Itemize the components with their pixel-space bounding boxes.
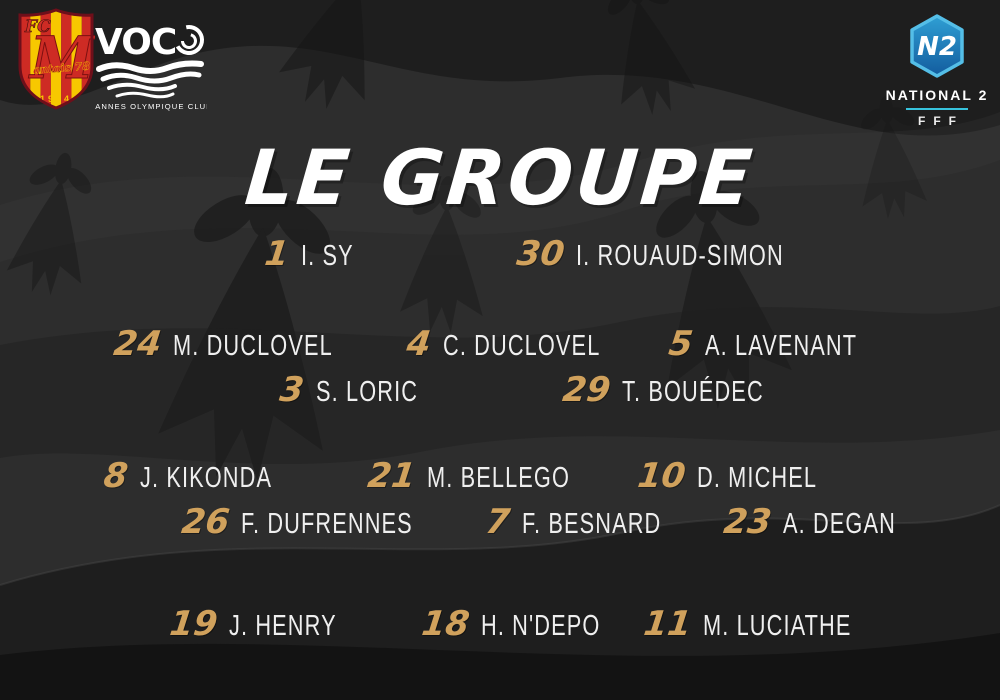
- player-number: 26: [179, 502, 232, 542]
- n2-badge-text: N2: [917, 32, 957, 62]
- player-name: S. LORIC: [315, 376, 418, 408]
- player-entry: 11 M. LUCIATHE: [641, 604, 901, 644]
- player-entry: 10 D. MICHEL: [635, 456, 857, 496]
- player-number: 18: [419, 604, 472, 644]
- player-name: J. KIKONDA: [139, 462, 272, 494]
- voc-acronym: VOC: [95, 22, 176, 63]
- national2-logo: N2 NATIONAL 2 FFF: [878, 14, 996, 128]
- player-entry: 18 H. N'DEPO: [419, 604, 641, 644]
- player-number: 21: [365, 456, 418, 496]
- player-name: A. DEGAN: [783, 508, 897, 540]
- player-number: 4: [404, 324, 434, 364]
- player-entry: 5 A. LAVENANT: [666, 324, 908, 364]
- player-name: A. LAVENANT: [704, 330, 857, 362]
- fc-mantois-crest: M antois 78 FC 1994: [18, 8, 95, 110]
- player-name: I. ROUAUD-SIMON: [576, 240, 785, 272]
- player-entry: 19 J. HENRY: [167, 604, 373, 644]
- player-number: 10: [635, 456, 688, 496]
- player-entry: 24 M. DUCLOVEL: [111, 324, 386, 364]
- mantois-year: 1994: [40, 94, 72, 104]
- mantois-wordmark: antois 78: [32, 60, 90, 77]
- fff-wordmark: FFF: [918, 114, 964, 128]
- player-entry: 4 C. DUCLOVEL: [404, 324, 653, 364]
- player-number: 30: [514, 234, 567, 274]
- player-number: 29: [560, 370, 613, 410]
- player-name: C. DUCLOVEL: [442, 330, 601, 362]
- n2-cyan-divider: [906, 108, 968, 110]
- page-title: LE GROUPE: [241, 132, 759, 222]
- player-entry: 29 T. BOUÉDEC: [560, 370, 811, 410]
- mantois-fc-letters: FC: [24, 17, 51, 37]
- player-entry: 8 J. KIKONDA: [101, 456, 316, 496]
- player-number: 3: [277, 370, 307, 410]
- player-entry: 23 A. DEGAN: [721, 502, 934, 542]
- player-name: J. HENRY: [229, 610, 338, 642]
- player-name: T. BOUÉDEC: [622, 376, 765, 408]
- player-entry: 21 M. BELLEGO: [365, 456, 618, 496]
- player-name: D. MICHEL: [697, 462, 818, 494]
- player-entry: 30 I. ROUAUD-SIMON: [514, 234, 853, 274]
- voc-club-name: VANNES OLYMPIQUE CLUB: [95, 102, 207, 111]
- player-entry: 7 F. BESNARD: [483, 502, 708, 542]
- player-number: 1: [262, 234, 292, 274]
- player-number: 5: [666, 324, 696, 364]
- player-name: M. DUCLOVEL: [173, 330, 334, 362]
- player-name: M. BELLEGO: [427, 462, 571, 494]
- voc-waves-icon: [96, 60, 204, 99]
- national2-wordmark: NATIONAL 2: [885, 87, 989, 103]
- player-name: H. N'DEPO: [481, 610, 601, 642]
- player-number: 19: [167, 604, 220, 644]
- player-name: I. SY: [300, 240, 354, 272]
- player-name: F. BESNARD: [521, 508, 662, 540]
- player-number: 8: [101, 456, 131, 496]
- player-entry: 3 S. LORIC: [277, 370, 452, 410]
- mantois-monogram: M: [28, 24, 95, 92]
- player-name: F. DUFRENNES: [241, 508, 414, 540]
- player-number: 23: [721, 502, 774, 542]
- player-number: 11: [641, 604, 694, 644]
- voc-wave-swirl-icon: [174, 25, 204, 55]
- vannes-oc-logo: VOC VANNES OLYMPIQUE CLUB: [95, 22, 207, 111]
- player-entry: 1 I. SY: [262, 234, 371, 274]
- n2-hexagon-badge-icon: N2: [910, 14, 964, 78]
- player-name: M. LUCIATHE: [703, 610, 852, 642]
- player-number: 7: [483, 502, 513, 542]
- player-number: 24: [111, 324, 164, 364]
- player-entry: 26 F. DUFRENNES: [179, 502, 470, 542]
